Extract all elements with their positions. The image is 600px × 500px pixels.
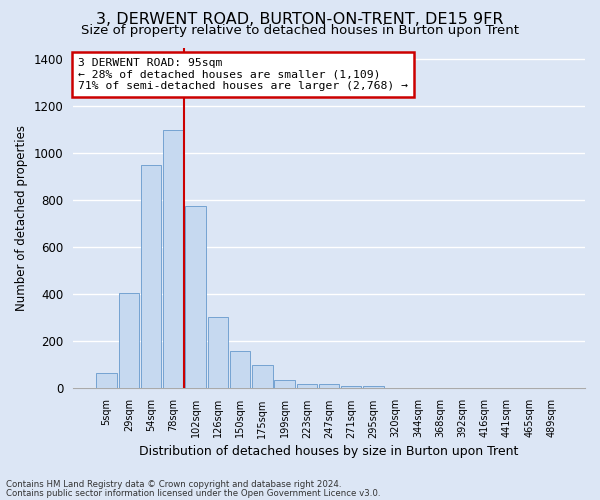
Text: Size of property relative to detached houses in Burton upon Trent: Size of property relative to detached ho… xyxy=(81,24,519,37)
Bar xyxy=(141,165,161,388)
Bar xyxy=(185,206,206,388)
Bar xyxy=(208,316,228,388)
Text: Contains HM Land Registry data © Crown copyright and database right 2024.: Contains HM Land Registry data © Crown c… xyxy=(6,480,341,489)
Text: 3 DERWENT ROAD: 95sqm
← 28% of detached houses are smaller (1,109)
71% of semi-d: 3 DERWENT ROAD: 95sqm ← 28% of detached … xyxy=(78,58,408,91)
Bar xyxy=(319,384,339,388)
Bar xyxy=(296,384,317,388)
Bar xyxy=(274,380,295,388)
Bar xyxy=(341,386,361,388)
Bar xyxy=(119,293,139,388)
Bar xyxy=(363,386,384,388)
Text: 3, DERWENT ROAD, BURTON-ON-TRENT, DE15 9FR: 3, DERWENT ROAD, BURTON-ON-TRENT, DE15 9… xyxy=(96,12,504,28)
Bar xyxy=(230,351,250,389)
Y-axis label: Number of detached properties: Number of detached properties xyxy=(15,125,28,311)
Bar xyxy=(252,365,272,388)
Bar xyxy=(163,130,184,388)
Bar xyxy=(96,373,117,388)
Text: Contains public sector information licensed under the Open Government Licence v3: Contains public sector information licen… xyxy=(6,488,380,498)
X-axis label: Distribution of detached houses by size in Burton upon Trent: Distribution of detached houses by size … xyxy=(139,444,519,458)
